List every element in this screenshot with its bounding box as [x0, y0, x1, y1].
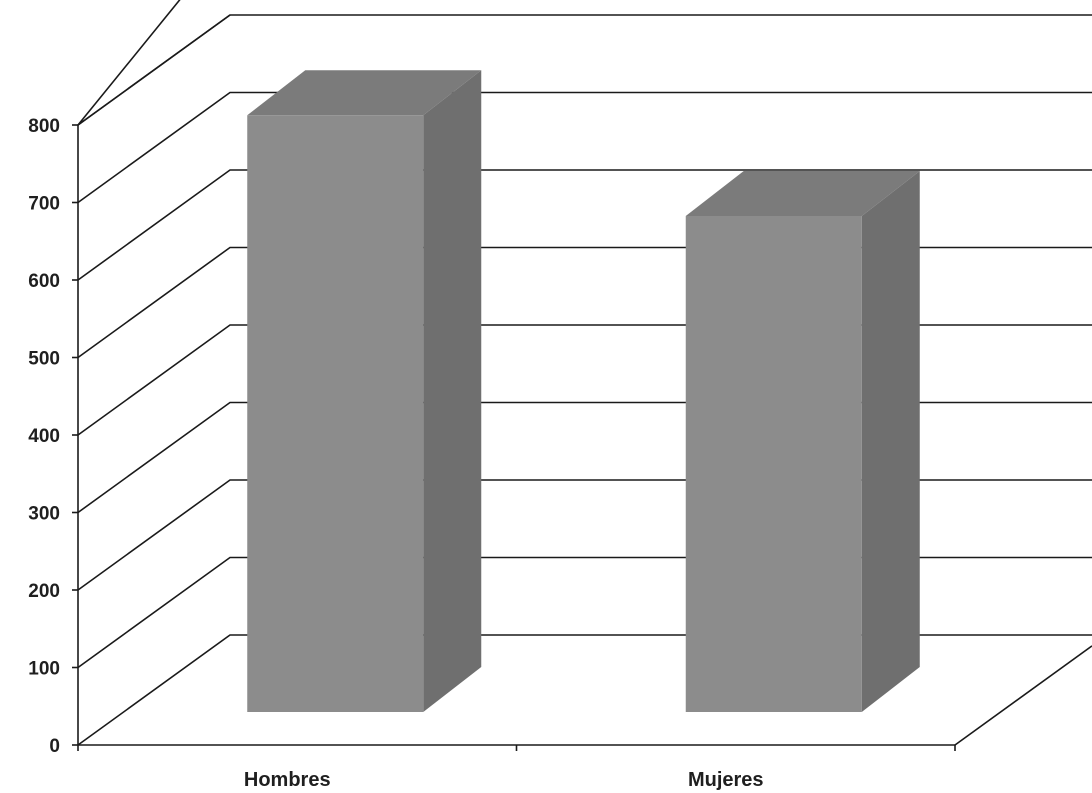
wall-edge	[77, 14, 231, 126]
bar-side	[861, 171, 920, 712]
bar-side	[423, 70, 482, 712]
y-tick-label: 100	[28, 659, 60, 680]
bars	[247, 70, 920, 712]
floor-right-edge	[954, 645, 1092, 746]
category-label: Hombres	[244, 769, 331, 791]
gridline-200	[77, 479, 1092, 591]
bar-top	[247, 70, 482, 116]
y-tick-label: 200	[28, 581, 60, 602]
bar-front	[685, 216, 862, 712]
gridlines	[77, 0, 1092, 746]
category-labels: Hombres Mujeres	[244, 769, 764, 791]
axes	[72, 124, 1092, 751]
y-tick-label: 400	[28, 426, 60, 447]
bar-top	[685, 171, 920, 216]
y-tick-label: 600	[28, 271, 60, 292]
y-tick-labels: 0 100 200 300 400 500 600 700 800	[28, 116, 60, 757]
y-tick-label: 800	[28, 116, 60, 137]
gridline-600	[77, 169, 1092, 281]
left-wall-top	[77, 0, 181, 126]
category-label: Mujeres	[688, 769, 764, 791]
bar-front	[247, 115, 424, 712]
y-tick-label: 300	[28, 504, 60, 525]
gridline-400	[77, 324, 1092, 436]
y-tick-label: 700	[28, 194, 60, 215]
bar-mujeres	[685, 171, 920, 712]
gridline-0	[77, 634, 1092, 746]
gridline-700	[77, 91, 1092, 204]
gridline-800	[77, 14, 1092, 126]
gridline-100	[77, 556, 1092, 669]
gridline-300	[77, 401, 1092, 514]
y-tick-label: 0	[49, 736, 60, 757]
bar-hombres	[247, 70, 482, 712]
gridline-500	[77, 246, 1092, 359]
y-tick-label: 500	[28, 349, 60, 370]
